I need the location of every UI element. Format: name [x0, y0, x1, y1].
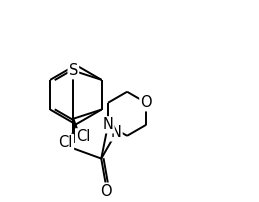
Text: N: N: [103, 117, 113, 132]
Text: Cl: Cl: [59, 135, 73, 150]
Text: O: O: [140, 95, 152, 110]
Text: N: N: [111, 125, 121, 140]
Text: Cl: Cl: [76, 129, 91, 144]
Text: S: S: [69, 63, 78, 78]
Text: O: O: [100, 184, 112, 199]
